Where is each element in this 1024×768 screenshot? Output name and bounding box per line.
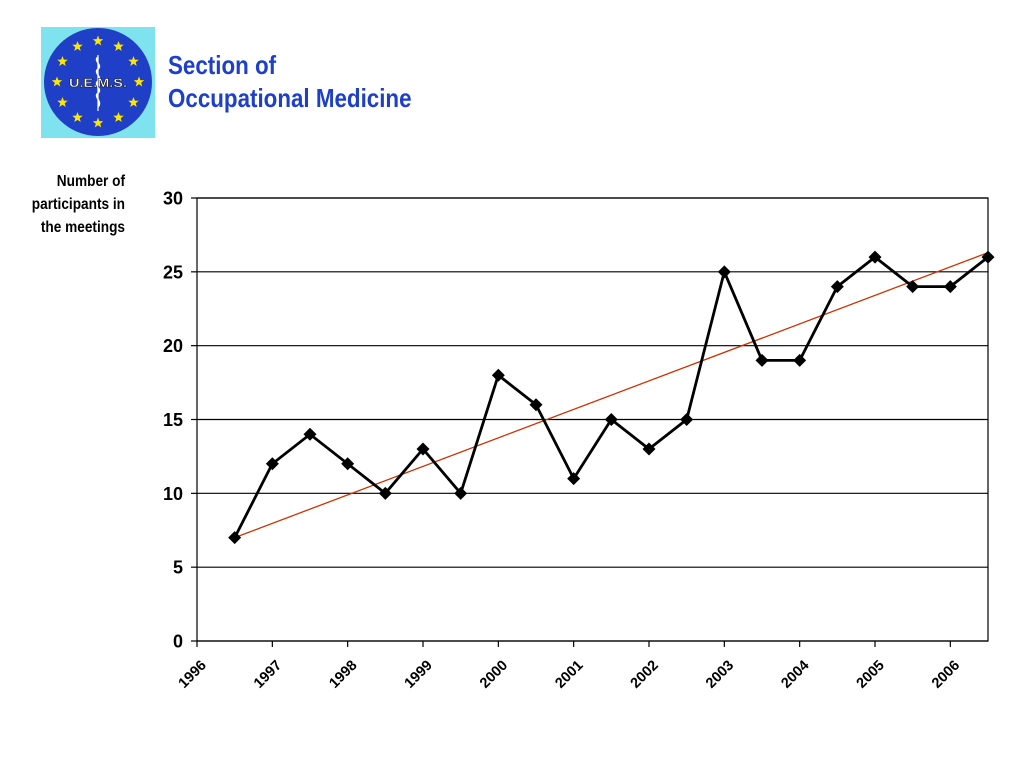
logo-star-icon [113,40,124,51]
y-tick-label: 5 [173,558,183,578]
data-point-marker [341,457,355,471]
logo-star-ring [51,35,145,128]
data-point-marker [793,353,807,367]
logo-star-icon [133,76,145,87]
logo-star-icon [128,56,139,66]
logo-star-icon [92,35,104,46]
data-point-marker [717,265,731,279]
x-tick-label: 2004 [778,658,812,692]
y-tick-label: 0 [173,632,183,652]
title-line-2: Occupational Medicine [168,83,412,113]
grid-lines [197,197,988,642]
y-axis-label: Number of participants in the meetings [2,170,125,239]
data-point-marker [416,442,430,456]
y-tick-label: 10 [163,484,183,504]
data-point-marker [228,531,242,545]
y-axis-label-line-2: participants in [31,196,126,213]
data-point-marker [265,457,279,471]
data-point-marker [755,353,769,367]
data-point-marker [830,280,844,294]
logo-star-icon [57,97,68,107]
data-point-marker [943,280,957,294]
logo-star-icon [128,97,139,107]
logo-star-icon [92,117,104,128]
logo-star-icon [51,76,63,87]
title-line-1: Section of [168,50,277,80]
trendline-group [234,252,989,539]
y-axis: 0 5 10 15 20 25 30 [163,189,197,652]
data-point-marker [906,280,920,294]
linear-trendline [234,252,989,539]
logo-star-icon [72,40,83,51]
logo-star-icon [113,112,124,122]
y-tick-label: 15 [163,410,183,430]
x-tick-label: 2001 [552,658,586,692]
x-tick-label: 2000 [477,658,511,692]
x-tick-label: 1996 [176,658,210,692]
data-point-marker [454,486,468,500]
data-point-marker [868,250,882,264]
y-axis-label-line-1: Number of [56,173,125,190]
logo-star-icon [72,112,83,122]
y-tick-label: 25 [163,262,183,282]
svg-text:U.E.M.S.: U.E.M.S. [69,78,127,90]
uems-logo: U.E.M.S. [41,27,155,138]
data-point-marker [378,486,392,500]
x-tick-label: 2003 [703,658,737,692]
data-point-marker [680,413,694,426]
data-point-marker [491,368,505,382]
data-point-marker [303,427,317,441]
data-point-marker [567,472,581,486]
x-tick-label: 2006 [929,658,963,692]
x-tick-label: 2002 [628,658,662,692]
y-tick-label: 30 [163,189,183,209]
x-tick-label: 1998 [326,658,360,692]
x-tick-label: 1999 [402,658,436,692]
data-point-marker [981,250,995,264]
x-axis: 1996 1997 1998 1999 2000 2001 2002 2003 2004 2005… [176,641,963,692]
uems-emblem-icon: U.E.M.S. [44,28,152,136]
data-point-marker [604,413,618,426]
x-tick-label: 2005 [854,658,888,692]
y-axis-label-line-3: the meetings [40,219,125,236]
data-point-marker [529,398,543,412]
data-point-marker [642,442,656,456]
page-title: Section of Occupational Medicine [168,49,529,115]
x-tick-label: 1997 [251,658,285,692]
series-group [228,250,995,545]
y-tick-label: 20 [163,336,183,356]
logo-star-icon [57,56,68,66]
